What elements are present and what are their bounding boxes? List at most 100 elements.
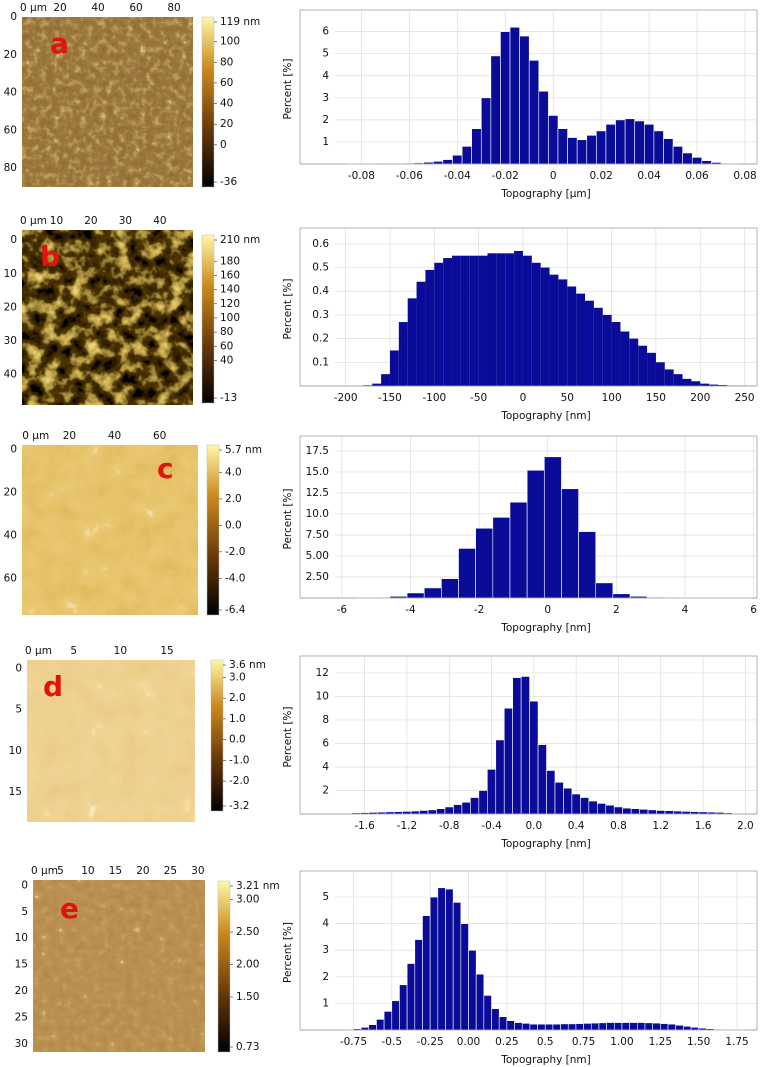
x-tick-label: 2 bbox=[613, 604, 620, 616]
image-y-tick-label: 10 bbox=[15, 932, 28, 944]
histogram-bar bbox=[653, 130, 664, 165]
colorbar-tick-label: 80 bbox=[220, 56, 233, 68]
image-y-tick-label: 0 bbox=[15, 662, 22, 674]
colorbar-tick-label: 3.21 nm bbox=[236, 880, 280, 892]
x-tick-label: -1.6 bbox=[354, 820, 375, 832]
image-y-tick-label: 5 bbox=[21, 906, 28, 918]
image-x-tick-label: 0 µm bbox=[20, 2, 47, 14]
x-tick-label: -6 bbox=[337, 604, 348, 616]
image-x-tick-label: 5 bbox=[70, 645, 77, 657]
x-tick-label: 0 bbox=[544, 604, 551, 616]
histogram-bar bbox=[578, 531, 597, 599]
histogram-bar bbox=[478, 790, 488, 815]
colorbar-tick-label: -1.0 bbox=[229, 754, 250, 766]
image-x-tick-label: 10 bbox=[114, 645, 127, 657]
histogram-bar bbox=[663, 138, 674, 165]
histogram-bar bbox=[538, 90, 549, 165]
image-x-tick-label: 0 µm bbox=[22, 430, 49, 442]
y-tick-label: 10 bbox=[316, 690, 329, 702]
x-tick-label: 100 bbox=[602, 392, 622, 404]
histogram-bar bbox=[531, 262, 541, 386]
x-tick-label: 1.75 bbox=[725, 1036, 748, 1048]
histogram-bar bbox=[468, 949, 477, 1031]
histogram-bar bbox=[612, 593, 631, 599]
histogram-bar bbox=[701, 160, 712, 165]
colorbar-tick-label: 1.50 bbox=[236, 991, 259, 1003]
histogram-bar bbox=[522, 255, 532, 386]
y-tick-label: 0.2 bbox=[312, 333, 329, 345]
y-tick-label: 0.3 bbox=[312, 309, 329, 321]
x-tick-label: -0.5 bbox=[382, 1036, 403, 1048]
histogram-bar bbox=[621, 1022, 630, 1031]
histogram-bar bbox=[615, 119, 626, 165]
y-tick-label: 6 bbox=[322, 26, 329, 38]
histogram-bar bbox=[496, 253, 506, 386]
histogram-bar bbox=[480, 97, 492, 165]
x-tick-label: -2 bbox=[474, 604, 484, 616]
histogram-bar bbox=[460, 255, 470, 386]
histogram-bar bbox=[575, 1023, 584, 1031]
histogram-bar bbox=[452, 902, 462, 1031]
colorbar-tick-label: 0.0 bbox=[225, 519, 242, 531]
colorbar-tick-label: 5.7 nm bbox=[225, 444, 262, 456]
histogram-bar bbox=[540, 267, 550, 386]
histogram-bar bbox=[442, 159, 453, 165]
histogram-bar bbox=[554, 781, 564, 815]
y-tick-label: 4 bbox=[322, 761, 329, 773]
histogram-bar bbox=[544, 1023, 554, 1031]
histogram-bar bbox=[537, 744, 547, 815]
histogram-bar bbox=[691, 381, 701, 386]
histogram-bar bbox=[639, 808, 649, 815]
y-axis-label: Percent [%] bbox=[282, 488, 294, 549]
histogram-bar bbox=[460, 923, 469, 1031]
colorbar-tick-label: 2.0 bbox=[225, 493, 242, 505]
colorbar-tick-label: 0.0 bbox=[229, 734, 246, 746]
afm-image bbox=[22, 17, 193, 187]
y-tick-label: 1 bbox=[322, 997, 329, 1009]
y-tick-label: 17.5 bbox=[306, 445, 329, 457]
histogram-bar bbox=[436, 808, 446, 815]
histogram-bar bbox=[434, 262, 444, 386]
x-tick-label: -0.02 bbox=[492, 170, 519, 182]
colorbar-tick-label: 80 bbox=[220, 326, 233, 338]
image-x-tick-label: 60 bbox=[153, 430, 166, 442]
x-tick-label: 1.25 bbox=[649, 1036, 672, 1048]
x-tick-label: -1.2 bbox=[397, 820, 418, 832]
image-y-tick-label: 40 bbox=[4, 529, 17, 541]
histogram-bar bbox=[571, 793, 581, 815]
histogram-bar bbox=[407, 298, 417, 386]
colorbar-tick-label: -2.0 bbox=[225, 546, 246, 558]
y-tick-label: 12.5 bbox=[306, 487, 329, 499]
x-tick-label: 2.0 bbox=[737, 820, 754, 832]
y-tick-label: 1 bbox=[322, 136, 329, 148]
histogram-bar bbox=[398, 322, 408, 386]
image-x-tick-label: 0 µm bbox=[20, 215, 47, 227]
histogram-bar bbox=[624, 118, 636, 165]
image-x-tick-label: 25 bbox=[164, 865, 177, 877]
image-y-tick-label: 25 bbox=[15, 1012, 28, 1024]
x-axis-label: Topography [nm] bbox=[500, 838, 591, 850]
histogram-bar bbox=[478, 255, 488, 386]
y-tick-label: 0.4 bbox=[312, 285, 329, 297]
histogram-bar bbox=[500, 31, 511, 165]
histogram-bar bbox=[410, 810, 420, 815]
histogram-bar bbox=[519, 35, 530, 165]
colorbar bbox=[210, 659, 224, 812]
histogram-bar bbox=[586, 135, 597, 165]
histogram-bar bbox=[655, 362, 665, 386]
histogram-bar bbox=[664, 810, 674, 815]
x-tick-label: 0 bbox=[520, 392, 527, 404]
x-tick-label: 150 bbox=[646, 392, 666, 404]
colorbar-tick-label: 160 bbox=[220, 269, 240, 281]
histogram-bar bbox=[453, 804, 463, 815]
histogram-bar bbox=[514, 250, 523, 386]
histogram-bar bbox=[611, 322, 621, 386]
colorbar bbox=[206, 444, 220, 616]
histogram-bar bbox=[557, 128, 568, 165]
image-y-tick-label: 0 bbox=[21, 879, 28, 891]
y-tick-label: 5 bbox=[322, 891, 329, 903]
image-x-tick-label: 30 bbox=[119, 215, 132, 227]
image-y-tick-label: 30 bbox=[4, 335, 17, 347]
image-x-tick-label: 20 bbox=[84, 215, 97, 227]
